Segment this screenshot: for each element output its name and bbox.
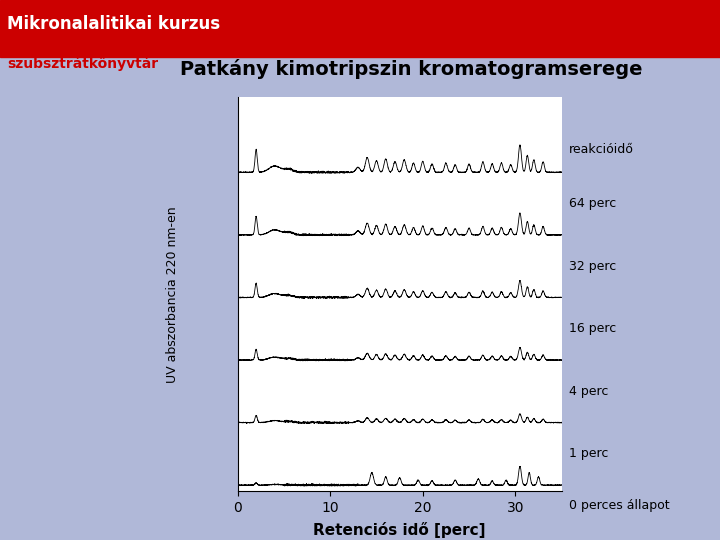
- Text: Patkány kimotripszin kromatogramserege: Patkány kimotripszin kromatogramserege: [180, 59, 642, 79]
- Text: szubsztrátkönyvtár: szubsztrátkönyvtár: [7, 57, 158, 71]
- X-axis label: Retenciós idő [perc]: Retenciós idő [perc]: [313, 522, 486, 538]
- Text: 0 perces állapot: 0 perces állapot: [569, 500, 670, 512]
- Text: reakcióidő: reakcióidő: [569, 143, 634, 156]
- Text: 4 perc: 4 perc: [569, 385, 608, 398]
- Text: Mikronalalitikai kurzus: Mikronalalitikai kurzus: [7, 15, 220, 33]
- Text: 1 perc: 1 perc: [569, 447, 608, 461]
- Text: 64 perc: 64 perc: [569, 197, 616, 210]
- Text: 32 perc: 32 perc: [569, 260, 616, 273]
- Text: 16 perc: 16 perc: [569, 322, 616, 335]
- Text: UV abszorbancia 220 nm-en: UV abszorbancia 220 nm-en: [166, 206, 179, 383]
